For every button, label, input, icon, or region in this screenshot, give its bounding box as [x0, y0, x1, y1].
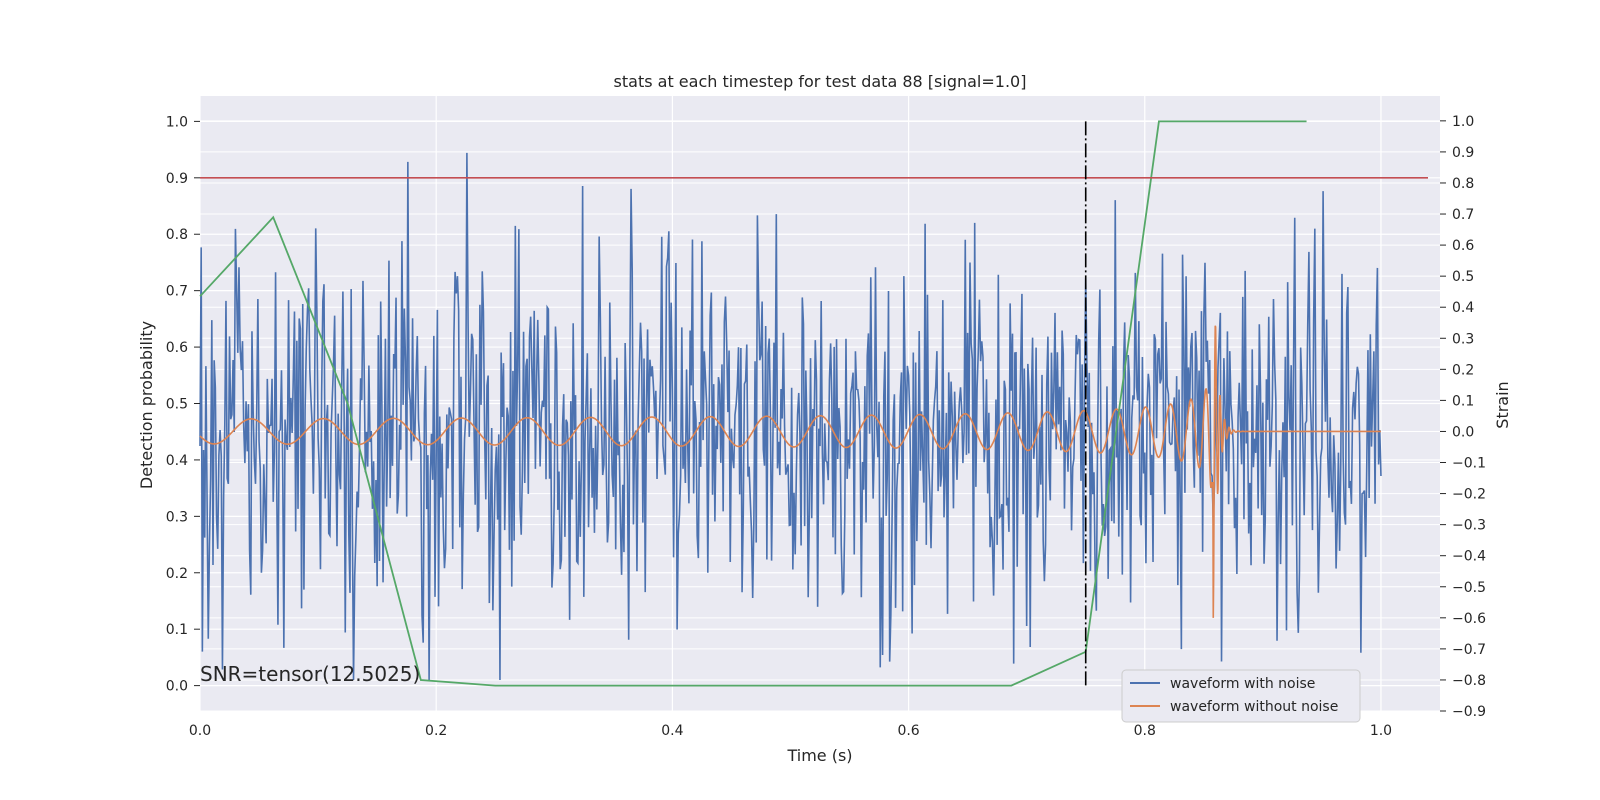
y-right-axis-ticks: −0.9 −0.8 −0.7 −0.6 −0.5 −0.4 −0.3 −0.2 −0.1 0.0 0… [1440, 114, 1486, 720]
series-line-clean [199, 325, 1381, 618]
legend-label-noisy: waveform with noise [1170, 676, 1315, 692]
x-tick-label: 0.2 [425, 723, 447, 739]
y-left-axis-ticks: 0.0 0.1 0.2 0.3 0.4 0.5 0.6 0.7 0.8 0.9 1.0 [166, 114, 200, 695]
y-right-axis-title: Strain [1493, 381, 1512, 428]
y-right-tick-label: 1.0 [1452, 114, 1474, 130]
y-right-tick-label: −0.4 [1452, 549, 1486, 565]
y-left-tick-label: 0.9 [166, 171, 188, 187]
y-left-tick-label: 0.2 [166, 566, 188, 582]
y-right-tick-label: 0.5 [1452, 269, 1474, 285]
y-right-tick-label: 0.2 [1452, 362, 1474, 378]
y-right-tick-label: 0.9 [1452, 145, 1474, 161]
y-right-tick-label: 0.7 [1452, 207, 1474, 223]
y-left-tick-label: 0.8 [166, 227, 188, 243]
legend: waveform with noise waveform without noi… [1121, 669, 1361, 723]
x-axis-ticks: 0.0 0.2 0.4 0.6 0.8 1.0 [189, 723, 1392, 739]
snr-annotation: SNR=tensor(12.5025) [200, 662, 420, 686]
series-line-detection-probability [199, 120, 1307, 687]
chart-title: stats at each timestep for test data 88 … [614, 72, 1027, 91]
y-right-tick-label: 0.4 [1452, 300, 1474, 316]
y-left-tick-label: 0.4 [166, 453, 188, 469]
y-right-tick-label: 0.6 [1452, 238, 1474, 254]
y-right-tick-label: −0.8 [1452, 673, 1486, 689]
series-line-noisy [199, 152, 1382, 680]
y-left-tick-label: 0.5 [166, 397, 188, 413]
y-right-tick-label: 0.3 [1452, 331, 1474, 347]
y-left-tick-label: 1.0 [166, 114, 188, 130]
legend-box [1121, 669, 1361, 723]
y-right-tick-label: 0.1 [1452, 393, 1474, 409]
y-right-tick-label: −0.3 [1452, 518, 1486, 534]
x-tick-label: 0.4 [661, 723, 683, 739]
legend-label-clean: waveform without noise [1170, 699, 1338, 715]
y-right-tick-label: −0.2 [1452, 487, 1486, 503]
y-left-tick-label: 0.7 [166, 284, 188, 300]
y-right-tick-label: −0.7 [1452, 642, 1486, 658]
y-left-tick-label: 0.0 [166, 679, 188, 695]
y-left-tick-label: 0.1 [166, 622, 188, 638]
x-tick-label: 0.8 [1134, 723, 1156, 739]
y-left-tick-label: 0.6 [166, 340, 188, 356]
x-tick-label: 0.0 [189, 723, 211, 739]
y-left-tick-label: 0.3 [166, 509, 188, 525]
y-right-tick-label: −0.5 [1452, 580, 1486, 596]
x-tick-label: 1.0 [1370, 723, 1392, 739]
y-right-tick-label: −0.6 [1452, 611, 1486, 627]
y-right-tick-label: −0.1 [1452, 456, 1486, 472]
x-axis-title: Time (s) [786, 746, 852, 765]
y-right-tick-label: −0.9 [1452, 704, 1486, 720]
y-right-tick-label: 0.8 [1452, 176, 1474, 192]
series [199, 120, 1428, 687]
y-left-axis-title: Detection probability [137, 321, 156, 489]
x-tick-label: 0.6 [897, 723, 919, 739]
y-right-tick-label: 0.0 [1452, 424, 1474, 440]
